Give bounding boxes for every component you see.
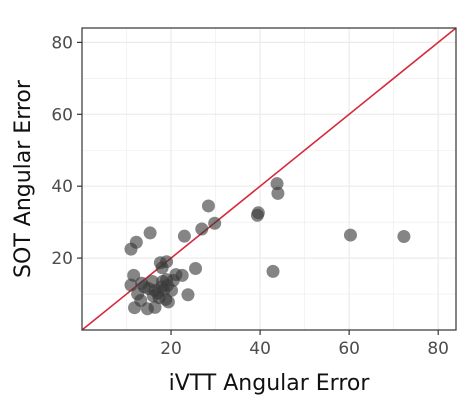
x-tick-label: 60 bbox=[338, 339, 360, 359]
x-tick-label: 40 bbox=[249, 339, 271, 359]
x-tick-label: 20 bbox=[160, 339, 182, 359]
x-axis-title: iVTT Angular Error bbox=[169, 371, 371, 396]
data-point bbox=[201, 199, 215, 213]
data-point bbox=[148, 300, 162, 314]
data-point bbox=[156, 274, 170, 288]
points-layer bbox=[124, 177, 411, 316]
data-point bbox=[146, 289, 160, 303]
y-tick-label: 60 bbox=[51, 105, 73, 125]
data-point bbox=[189, 262, 203, 276]
data-point bbox=[143, 226, 157, 240]
x-tick-label: 80 bbox=[427, 339, 449, 359]
data-point bbox=[397, 230, 411, 244]
tick-layer: 20 40 60 80 20 40 60 80 bbox=[51, 33, 449, 359]
y-tick-label: 40 bbox=[51, 177, 73, 197]
data-point bbox=[266, 264, 280, 278]
grid-layer bbox=[82, 28, 456, 330]
data-point bbox=[181, 288, 195, 302]
data-point bbox=[195, 222, 209, 236]
panel-border bbox=[81, 27, 457, 331]
data-point bbox=[343, 228, 357, 242]
data-point bbox=[155, 261, 169, 275]
y-axis-title: SOT Angular Error bbox=[11, 79, 36, 278]
data-point bbox=[124, 242, 138, 256]
data-point bbox=[128, 301, 142, 315]
data-point bbox=[177, 229, 191, 243]
data-point bbox=[208, 216, 222, 230]
y-tick-label: 20 bbox=[51, 249, 73, 269]
data-point bbox=[124, 278, 138, 292]
data-point bbox=[250, 208, 264, 222]
panel-frame bbox=[81, 27, 457, 331]
data-point bbox=[270, 177, 284, 191]
data-point bbox=[164, 283, 178, 297]
data-point bbox=[135, 276, 149, 290]
data-point bbox=[271, 186, 285, 200]
y-tick-label: 80 bbox=[51, 33, 73, 53]
